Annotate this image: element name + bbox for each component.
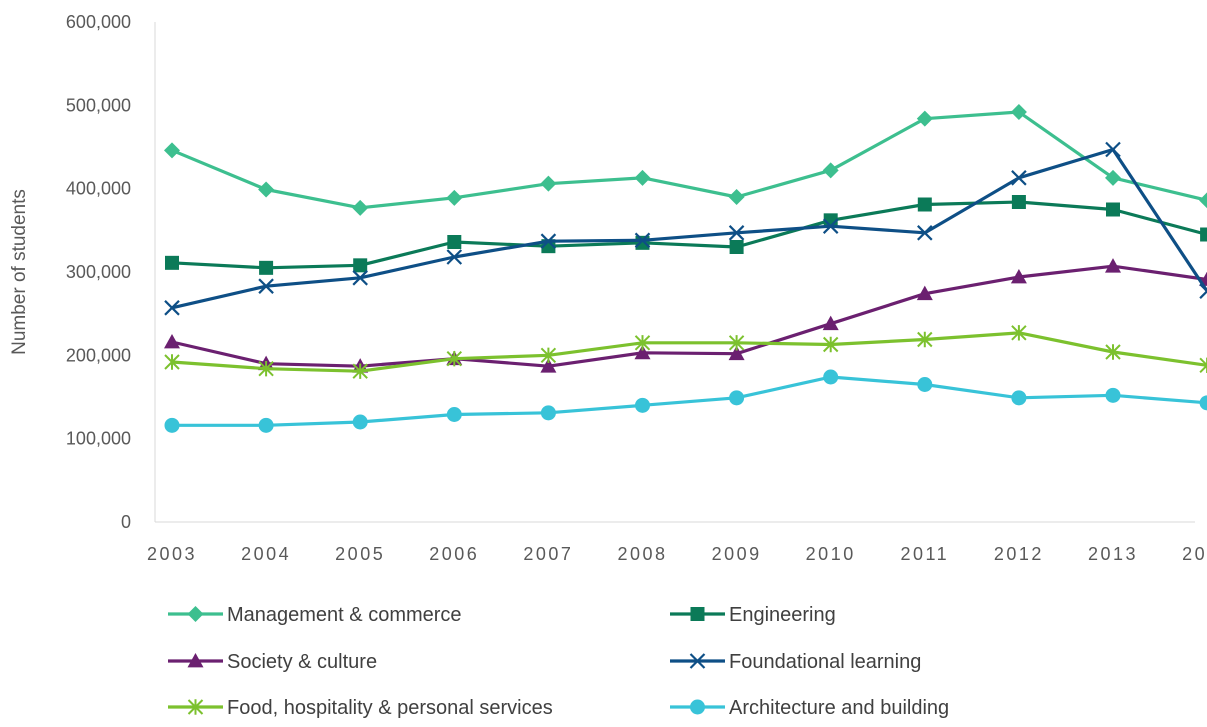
data-point [540, 176, 556, 192]
legend-label: Engineering [729, 604, 836, 626]
data-point [1011, 390, 1026, 405]
x-tick-label: 2008 [617, 544, 667, 564]
legend-label: Society & culture [227, 651, 377, 673]
data-point [917, 111, 933, 127]
data-point [164, 334, 180, 348]
data-point [258, 182, 274, 198]
x-tick-label: 2011 [900, 544, 949, 564]
y-axis-title: Number of students [9, 189, 30, 355]
data-point [1200, 228, 1207, 242]
legend-swatch-marker [691, 607, 705, 621]
legend-swatch-marker [188, 606, 204, 622]
legend-label: Foundational learning [729, 651, 921, 673]
legend-item: Society & culture [168, 651, 377, 673]
series-0 [164, 104, 1207, 216]
x-tick-label: 2013 [1088, 544, 1138, 564]
y-tick-label: 400,000 [66, 179, 131, 199]
x-tick-label: 2014 [1182, 544, 1207, 564]
x-tick-label: 2003 [147, 544, 197, 564]
data-point [165, 256, 179, 270]
data-point [352, 200, 368, 216]
legend: Management & commerce Engineering Society … [168, 604, 949, 719]
y-tick-label: 0 [121, 512, 131, 532]
x-tick-label: 2007 [523, 544, 573, 564]
legend-item: Engineering [670, 604, 836, 626]
data-point [447, 407, 462, 422]
data-point [1106, 203, 1120, 217]
data-point [353, 258, 367, 272]
y-tick-label: 500,000 [66, 95, 131, 115]
y-tick-label: 200,000 [66, 345, 131, 365]
series-1 [165, 195, 1207, 275]
data-point [164, 142, 180, 158]
data-point [635, 170, 651, 186]
data-point [729, 390, 744, 405]
data-point [729, 189, 745, 205]
series-lines [164, 104, 1207, 433]
series-line [172, 150, 1207, 308]
legend-label: Food, hospitality & personal services [227, 697, 553, 719]
data-point [447, 235, 461, 249]
data-point [635, 398, 650, 413]
data-point [1199, 192, 1207, 208]
series-5 [165, 370, 1207, 433]
data-point [918, 198, 932, 212]
data-point [165, 418, 180, 433]
data-point [1200, 395, 1207, 410]
data-point [636, 236, 650, 250]
data-point [917, 377, 932, 392]
series-2 [164, 258, 1207, 372]
series-3 [165, 143, 1207, 315]
series-line [172, 112, 1207, 208]
x-tick-label: 2012 [994, 544, 1044, 564]
x-tick-label: 2006 [429, 544, 479, 564]
legend-item: Management & commerce [168, 604, 462, 626]
data-point [259, 418, 274, 433]
legend-item: Foundational learning [670, 651, 921, 673]
x-tick-label: 2010 [806, 544, 856, 564]
data-point [823, 370, 838, 385]
data-point [259, 261, 273, 275]
data-point [446, 190, 462, 206]
y-tick-label: 100,000 [66, 429, 131, 449]
y-tick-label: 600,000 [66, 12, 131, 32]
legend-item: Architecture and building [670, 697, 949, 719]
data-point [730, 240, 744, 254]
x-tick-label: 2004 [241, 544, 291, 564]
legend-item: Food, hospitality & personal services [168, 697, 553, 719]
data-point [353, 415, 368, 430]
y-tick-label: 300,000 [66, 262, 131, 282]
series-line [172, 202, 1207, 268]
x-tick-label: 2005 [335, 544, 385, 564]
data-point [541, 405, 556, 420]
data-point [823, 162, 839, 178]
series-line [172, 377, 1207, 425]
legend-label: Architecture and building [729, 697, 949, 719]
data-point [1200, 284, 1207, 298]
data-point [1106, 388, 1121, 403]
data-point [1012, 195, 1026, 209]
legend-label: Management & commerce [227, 604, 462, 626]
axes: 0 100,000 200,000 300,000 400,000 500,000 600,… [66, 12, 1207, 564]
x-tick-label: 2009 [712, 544, 762, 564]
legend-swatch-marker [690, 700, 705, 715]
